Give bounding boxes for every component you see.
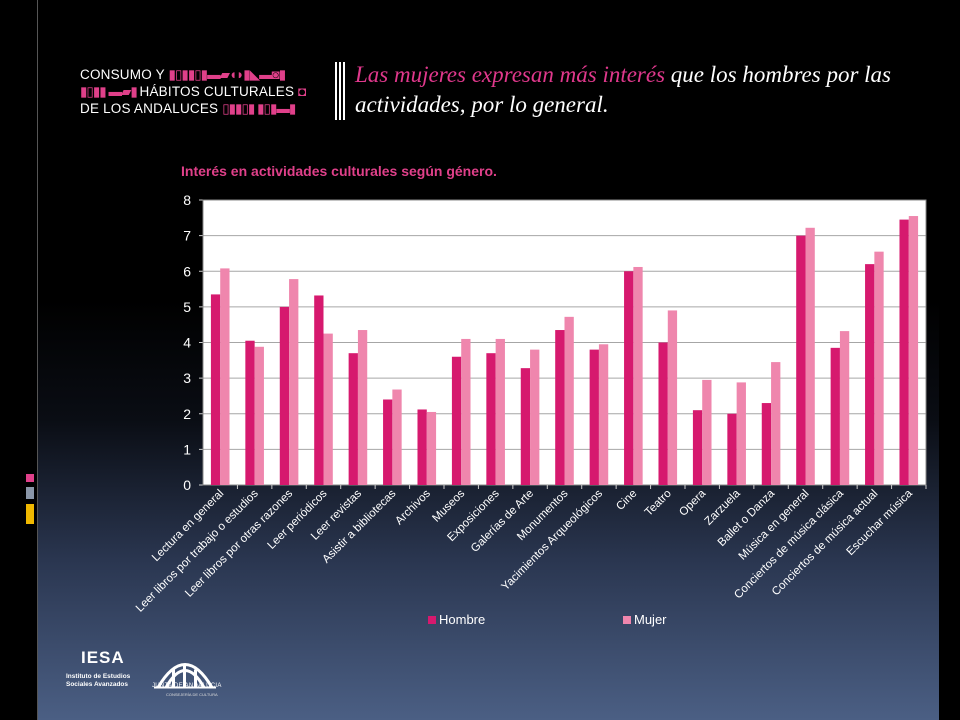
marker-gray <box>26 487 34 499</box>
y-tick-label: 0 <box>183 477 191 493</box>
bar-hombre <box>589 349 599 485</box>
bar-hombre <box>314 295 324 485</box>
bar-hombre <box>624 271 634 485</box>
logo-line-3: DE LOS ANDALUCES <box>80 101 219 116</box>
bar-mujer <box>564 316 574 485</box>
bar-mujer <box>426 411 437 485</box>
bar-mujer <box>736 382 746 485</box>
y-tick-label: 8 <box>183 192 191 208</box>
bar-mujer <box>839 331 850 485</box>
y-tick-label: 1 <box>183 441 191 457</box>
bar-mujer <box>702 379 712 485</box>
bar-hombre <box>245 340 255 485</box>
y-tick-label: 6 <box>183 263 191 279</box>
bar-hombre <box>451 356 462 485</box>
bar-hombre <box>348 353 358 485</box>
x-tick-label: Teatro <box>643 488 674 519</box>
y-tick-label: 4 <box>183 335 191 351</box>
y-tick-label: 3 <box>183 370 191 386</box>
bar-hombre <box>383 399 393 485</box>
bar-mujer <box>357 330 368 485</box>
bar-mujer <box>598 344 609 485</box>
bar-mujer <box>874 251 884 485</box>
x-tick-label: Archivos <box>393 487 433 527</box>
chart-title: Interés en actividades culturales según … <box>181 163 497 179</box>
x-tick-label: Cine <box>614 488 639 513</box>
marker-pink <box>26 474 34 482</box>
x-tick-label: Galerías de Arte <box>469 488 536 555</box>
bar-hombre <box>486 353 496 485</box>
bar-hombre <box>830 347 840 485</box>
x-tick-label: Leer periódicos <box>266 487 330 551</box>
bar-mujer <box>289 279 299 485</box>
right-sidebar-bar <box>939 0 960 720</box>
bar-mujer <box>392 389 402 485</box>
bar-mujer <box>323 333 333 485</box>
bar-mujer <box>220 268 230 485</box>
legend-swatch-hombre <box>428 616 436 624</box>
x-tick-label: Opera <box>677 487 709 519</box>
headline-highlight: Las mujeres expresan más interés <box>355 62 666 87</box>
bar-mujer <box>771 362 781 485</box>
x-tick-label: Escuchar música <box>845 487 916 558</box>
logo-line-1: CONSUMO Y <box>80 67 165 82</box>
left-sidebar-bar <box>0 0 37 720</box>
y-tick-label: 5 <box>183 299 191 315</box>
legend-swatch-mujer <box>623 616 631 624</box>
junta-sub: CONSEJERÍA DE CULTURA <box>166 692 218 697</box>
logo-bars-icon <box>335 62 345 120</box>
logo-decoration-icon: ▮▯▮▮▯▮▬▰◖◗▮◣▬◙▮ <box>168 67 287 82</box>
headline-rest: que los hombres por las actividades, por… <box>355 62 892 117</box>
bar-hombre <box>727 413 737 485</box>
iesa-sub-2: Sociales Avanzados <box>66 681 129 688</box>
bar-hombre <box>899 219 909 485</box>
junta-andalucia-emblem-icon <box>154 663 216 689</box>
iesa-mark: IESA <box>81 648 125 667</box>
bar-hombre <box>761 403 772 485</box>
bar-hombre <box>796 235 806 485</box>
bar-hombre <box>279 306 290 485</box>
bar-mujer <box>633 266 643 485</box>
x-tick-label: Leer libros por trabajo o estudios <box>134 487 261 614</box>
bar-hombre <box>417 409 427 485</box>
bar-hombre <box>692 410 703 485</box>
legend-label-hombre: Hombre <box>439 612 485 627</box>
logo-barcode-icon: ▮▯▮▮ ▬▰▮ <box>80 84 140 99</box>
bar-hombre <box>520 368 531 485</box>
bar-mujer <box>495 338 505 485</box>
slide-headline: Las mujeres expresan más interés que los… <box>355 60 915 120</box>
left-divider-line <box>37 0 38 720</box>
bar-hombre <box>210 294 221 485</box>
junta-name: JUNTA DE ANDALUCIA <box>152 683 222 689</box>
bar-mujer <box>461 338 471 485</box>
bar-hombre <box>658 342 668 485</box>
logo-line-2: HÁBITOS CULTURALES <box>139 84 295 99</box>
marker-yellow <box>26 504 34 524</box>
iesa-logo: IESA Instituto de Estudios Sociales Avan… <box>66 648 130 689</box>
logo-barcode-2-icon: ▯▮▮▯▮ ▮▯▮▬▮ <box>222 101 296 116</box>
bar-hombre <box>555 330 565 485</box>
header-logo: CONSUMO Y ▮▯▮▮▯▮▬▰◖◗▮◣▬◙▮ ▮▯▮▮ ▬▰▮ HÁBIT… <box>80 67 306 116</box>
y-tick-label: 2 <box>183 406 191 422</box>
bar-mujer <box>254 346 264 485</box>
iesa-sub-1: Instituto de Estudios <box>66 673 131 680</box>
bar-mujer <box>667 310 678 485</box>
bar-mujer <box>530 349 540 485</box>
bar-mujer <box>805 227 815 485</box>
y-tick-label: 7 <box>183 228 191 244</box>
bar-hombre <box>865 264 875 485</box>
bar-mujer <box>908 216 919 485</box>
legend-label-mujer: Mujer <box>634 612 667 627</box>
